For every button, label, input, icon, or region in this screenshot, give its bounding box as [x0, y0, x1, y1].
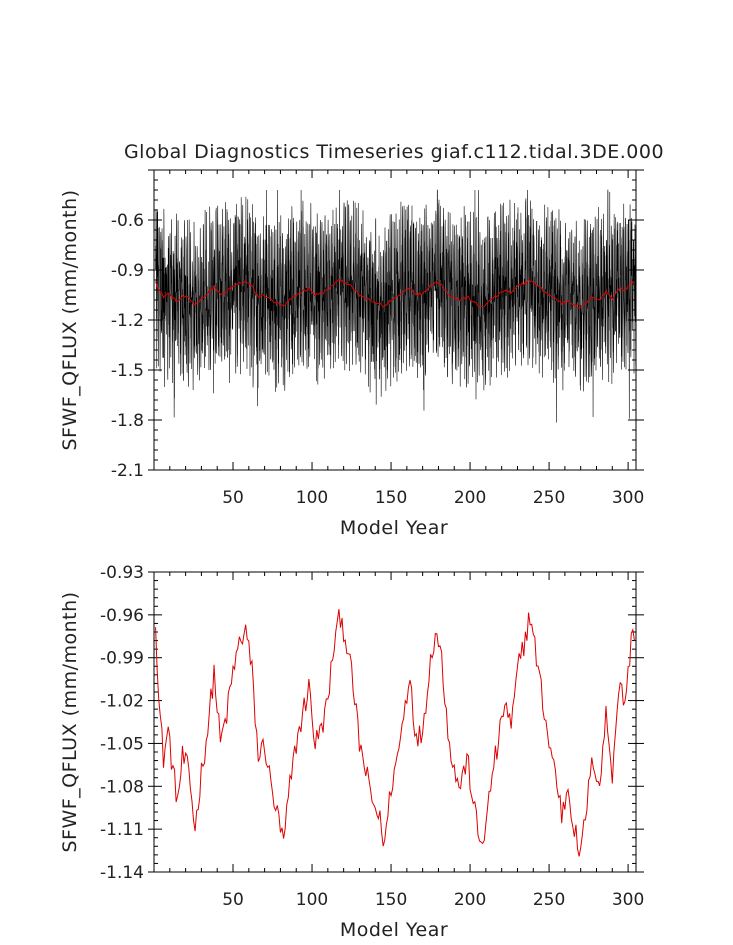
y-tick-label: -1.11 [100, 820, 144, 840]
series-lines-top [155, 189, 637, 423]
chart-title: Global Diagnostics Timeseries giaf.c112.… [124, 141, 664, 163]
annual-series-line-bottom [155, 609, 635, 857]
x-tick-label: 250 [533, 488, 565, 508]
axis-ticks-top: 50 100 150 200 250 300 -2.1 -1.8 -1.5 -1.2 -0.9 -0.… [111, 169, 644, 508]
y-tick-label: -1.05 [100, 734, 144, 754]
x-tick-label: 100 [296, 488, 328, 508]
monthly-series-line [155, 189, 637, 423]
x-tick-label: 100 [296, 890, 328, 910]
annual-series-line-top [155, 278, 635, 309]
y-tick-label: -1.2 [111, 311, 144, 331]
x-tick-label: 150 [375, 488, 407, 508]
x-tick-label: 200 [454, 488, 486, 508]
y-tick-label: -1.02 [100, 692, 144, 712]
y-tick-label: -1.5 [111, 361, 144, 381]
y-tick-label: -1.08 [100, 777, 144, 797]
x-axis-label-top: Model Year [340, 517, 448, 539]
x-tick-label: 50 [222, 890, 244, 910]
x-tick-label: 50 [222, 488, 244, 508]
x-axis-label-bottom: Model Year [340, 919, 448, 941]
timeseries-panel-annual: 50 100 150 200 250 300 -1.14 -1.11 -1.08 -1.05 -1.… [59, 563, 644, 941]
y-tick-label: -0.6 [111, 211, 144, 231]
x-tick-label: 300 [612, 890, 644, 910]
plot-frame-bottom [153, 571, 637, 873]
x-tick-label: 200 [454, 890, 486, 910]
axis-ticks-bottom: 50 100 150 200 250 300 -1.14 -1.11 -1.08 -1.05 -1.… [100, 563, 644, 910]
series-lines-bottom [155, 609, 635, 857]
y-tick-label: -0.9 [111, 261, 144, 281]
y-axis-label-bottom: SFWF_QFLUX (mm/month) [59, 591, 81, 852]
y-axis-label-top: SFWF_QFLUX (mm/month) [59, 189, 81, 450]
x-tick-label: 300 [612, 488, 644, 508]
y-tick-label: -1.14 [100, 863, 144, 883]
y-tick-label: -1.8 [111, 411, 144, 431]
y-tick-label: -0.99 [100, 649, 144, 669]
x-tick-label: 150 [375, 890, 407, 910]
y-tick-label: -2.1 [111, 461, 144, 481]
timeseries-panel-monthly: Global Diagnostics Timeseries giaf.c112.… [59, 141, 664, 539]
y-tick-label: -0.96 [100, 606, 144, 626]
y-tick-label: -0.93 [100, 563, 144, 583]
x-tick-label: 250 [533, 890, 565, 910]
